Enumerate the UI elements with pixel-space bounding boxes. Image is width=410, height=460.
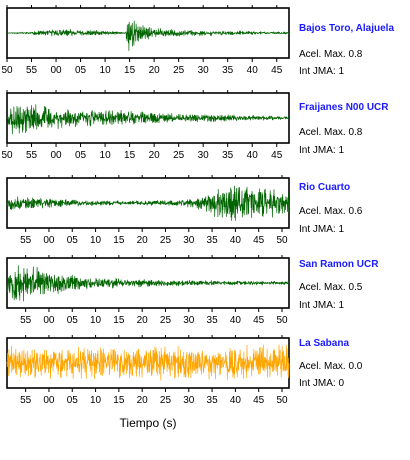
accel-max-label: Acel. Max. 0.5	[299, 282, 363, 293]
x-tick-label: 00	[43, 235, 55, 246]
accel-max-label: Acel. Max. 0.0	[299, 361, 363, 372]
x-tick-label: 55	[20, 235, 32, 246]
x-tick-label: 00	[50, 150, 62, 161]
x-tick-label: 05	[67, 235, 79, 246]
x-tick-label: 55	[26, 150, 38, 161]
accel-max-label: Acel. Max. 0.8	[299, 127, 363, 138]
x-tick-label: 15	[124, 150, 136, 161]
x-tick-label: 10	[90, 315, 102, 326]
x-tick-label: 30	[183, 235, 195, 246]
x-tick-label: 30	[198, 65, 210, 76]
x-tick-label: 55	[20, 395, 32, 406]
x-tick-label: 20	[137, 235, 149, 246]
station-name: Rio Cuarto	[299, 182, 350, 193]
x-tick-label: 35	[222, 150, 234, 161]
waveform-trace	[6, 20, 290, 51]
panel-1: 50 55 00 05 10 15 20 25 30 35 40 45 Bajos Toro, Alaj…	[1, 5, 394, 77]
x-tick-label: 30	[198, 150, 210, 161]
x-tick-label: 05	[67, 315, 79, 326]
x-tick-label: 55	[20, 315, 32, 326]
panel-2: 50 55 00 05 10 15 20 25 30 35 40 45 Fraijanes N00 UC…	[1, 90, 389, 161]
x-tick-label: 35	[207, 395, 219, 406]
x-tick-label: 25	[160, 235, 172, 246]
panel-4: 55 00 05 10 15 20 25 30 35 40 45 50 San Ramon UCR Ace…	[6, 255, 379, 326]
x-axis-label: Tiempo (s)	[120, 416, 177, 430]
x-tick-label: 10	[90, 395, 102, 406]
x-tick-label: 10	[100, 150, 112, 161]
x-tick-label: 30	[183, 315, 195, 326]
x-tick-label: 00	[43, 395, 55, 406]
station-name: La Sabana	[299, 338, 349, 349]
x-tick-label: 35	[207, 315, 219, 326]
jma-intensity-label: Int JMA: 0	[299, 378, 344, 389]
x-tick-label: 35	[207, 235, 219, 246]
x-tick-label: 05	[67, 395, 79, 406]
x-tick-label: 20	[149, 150, 161, 161]
x-tick-label: 45	[271, 65, 283, 76]
accel-max-label: Acel. Max. 0.8	[299, 49, 363, 60]
waveform-trace	[6, 185, 290, 221]
x-tick-label: 40	[247, 65, 259, 76]
x-tick-label: 50	[276, 235, 288, 246]
x-tick-label: 30	[183, 395, 195, 406]
station-name: Bajos Toro, Alajuela	[299, 23, 394, 34]
x-tick-label: 25	[160, 315, 172, 326]
x-tick-label: 45	[253, 395, 265, 406]
jma-intensity-label: Int JMA: 1	[299, 224, 344, 235]
x-tick-label: 05	[75, 65, 87, 76]
x-tick-label: 50	[1, 65, 13, 76]
x-tick-label: 45	[271, 150, 283, 161]
x-tick-label: 20	[137, 395, 149, 406]
x-tick-label: 25	[160, 395, 172, 406]
x-tick-label: 25	[173, 150, 185, 161]
jma-intensity-label: Int JMA: 1	[299, 145, 344, 156]
waveform-trace	[6, 265, 290, 302]
x-tick-label: 40	[230, 315, 242, 326]
x-tick-label: 45	[253, 315, 265, 326]
x-tick-label: 00	[43, 315, 55, 326]
accel-max-label: Acel. Max. 0.6	[299, 206, 363, 217]
x-tick-label: 05	[75, 150, 87, 161]
panel-3: 55 00 05 10 15 20 25 30 35 40 45 50 Rio Cuarto Acel. …	[6, 175, 363, 246]
x-tick-label: 15	[113, 395, 125, 406]
x-tick-label: 40	[230, 235, 242, 246]
x-tick-label: 25	[173, 65, 185, 76]
station-name: San Ramon UCR	[299, 259, 379, 270]
x-tick-label: 40	[230, 395, 242, 406]
waveform-trace	[6, 104, 290, 135]
x-tick-label: 15	[124, 65, 136, 76]
x-tick-label: 10	[90, 235, 102, 246]
x-tick-label: 50	[1, 150, 13, 161]
x-tick-label: 40	[247, 150, 259, 161]
x-tick-label: 00	[50, 65, 62, 76]
panel-5: 55 00 05 10 15 20 25 30 35 40 45 50 La Sabana Acel. M…	[6, 335, 363, 406]
jma-intensity-label: Int JMA: 1	[299, 66, 344, 77]
x-tick-label: 20	[149, 65, 161, 76]
x-tick-label: 50	[276, 315, 288, 326]
waveform-trace	[6, 344, 290, 381]
x-tick-label: 55	[26, 65, 38, 76]
x-tick-label: 35	[222, 65, 234, 76]
x-tick-label: 45	[253, 235, 265, 246]
x-tick-label: 15	[113, 235, 125, 246]
x-tick-label: 50	[276, 395, 288, 406]
x-tick-label: 10	[100, 65, 112, 76]
x-tick-label: 20	[137, 315, 149, 326]
panels: 50 55 00 05 10 15 20 25 30 35 40 45 Bajos Toro, Alaj…	[1, 5, 394, 406]
x-tick-label: 15	[113, 315, 125, 326]
jma-intensity-label: Int JMA: 1	[299, 300, 344, 311]
station-name: Fraijanes N00 UCR	[299, 102, 389, 113]
